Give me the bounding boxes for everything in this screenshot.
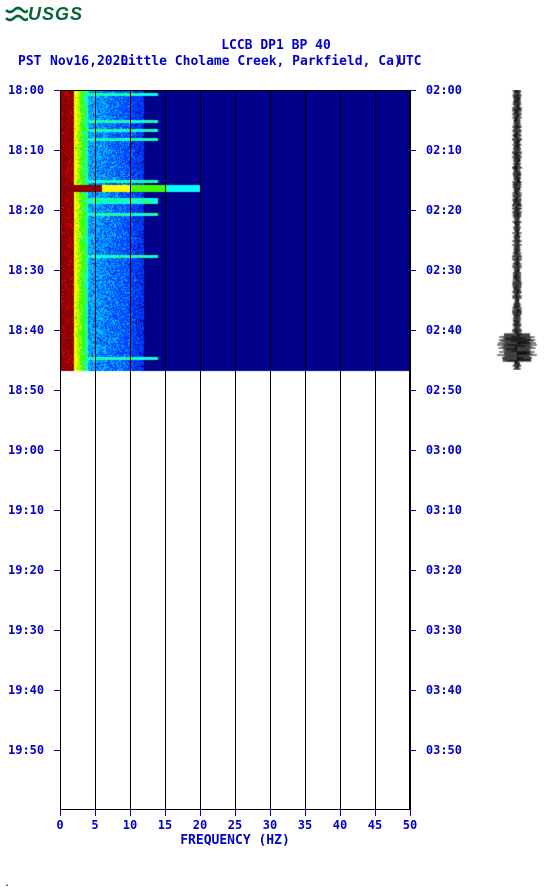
y-tick-label-left: 19:50 <box>8 743 44 757</box>
x-tick-label: 25 <box>228 818 242 832</box>
x-tick <box>375 810 376 816</box>
y-tick-label-right: 02:40 <box>426 323 462 337</box>
y-tick-label-left: 19:20 <box>8 563 44 577</box>
grid-line-v <box>305 90 306 810</box>
y-tick-left <box>54 90 60 91</box>
location-label: Little Cholame Creek, Parkfield, Ca) <box>120 54 402 69</box>
x-tick <box>95 810 96 816</box>
date-label: Nov16,2020 <box>50 54 128 69</box>
y-tick-right <box>410 390 416 391</box>
x-tick <box>270 810 271 816</box>
x-tick-label: 35 <box>298 818 312 832</box>
y-tick-right <box>410 630 416 631</box>
chart-title: LCCB DP1 BP 40 <box>0 38 552 53</box>
y-tick-label-right: 03:10 <box>426 503 462 517</box>
y-tick-label-right: 02:00 <box>426 83 462 97</box>
y-tick-left <box>54 690 60 691</box>
x-tick-label: 10 <box>123 818 137 832</box>
y-tick-label-left: 18:20 <box>8 203 44 217</box>
y-tick-label-left: 18:00 <box>8 83 44 97</box>
grid-line-v <box>95 90 96 810</box>
y-tick-right <box>410 210 416 211</box>
grid-line-v <box>235 90 236 810</box>
y-tick-label-right: 02:30 <box>426 263 462 277</box>
spectrogram-plot: FREQUENCY (HZ) 0510152025303540455018:00… <box>60 90 410 810</box>
x-tick <box>60 810 61 816</box>
x-axis-title: FREQUENCY (HZ) <box>180 833 290 848</box>
grid-line-v <box>270 90 271 810</box>
grid-line-v <box>375 90 376 810</box>
y-tick-left <box>54 570 60 571</box>
x-tick <box>130 810 131 816</box>
y-tick-label-left: 18:40 <box>8 323 44 337</box>
y-tick-right <box>410 570 416 571</box>
y-tick-left <box>54 330 60 331</box>
grid-line-v <box>340 90 341 810</box>
y-tick-label-right: 03:30 <box>426 623 462 637</box>
grid-line-v <box>130 90 131 810</box>
x-tick-label: 0 <box>56 818 63 832</box>
y-tick-left <box>54 510 60 511</box>
y-tick-label-left: 19:10 <box>8 503 44 517</box>
y-tick-right <box>410 150 416 151</box>
x-tick <box>235 810 236 816</box>
x-tick-label: 40 <box>333 818 347 832</box>
y-tick-label-right: 02:10 <box>426 143 462 157</box>
utc-label: UTC <box>398 54 421 69</box>
y-tick-right <box>410 90 416 91</box>
y-tick-left <box>54 210 60 211</box>
y-tick-label-right: 03:00 <box>426 443 462 457</box>
y-tick-label-right: 02:20 <box>426 203 462 217</box>
y-tick-label-right: 03:50 <box>426 743 462 757</box>
y-tick-right <box>410 330 416 331</box>
x-tick <box>200 810 201 816</box>
grid-line-v <box>165 90 166 810</box>
x-tick <box>305 810 306 816</box>
y-tick-right <box>410 750 416 751</box>
usgs-logo: USGS <box>4 4 83 25</box>
x-tick <box>340 810 341 816</box>
y-tick-left <box>54 270 60 271</box>
y-tick-label-left: 19:30 <box>8 623 44 637</box>
y-tick-right <box>410 690 416 691</box>
waveform-strip <box>495 90 539 370</box>
pst-label: PST <box>18 54 41 69</box>
x-tick-label: 50 <box>403 818 417 832</box>
y-tick-right <box>410 270 416 271</box>
y-tick-label-left: 18:30 <box>8 263 44 277</box>
logo-text: USGS <box>28 4 83 24</box>
y-tick-left <box>54 450 60 451</box>
y-tick-label-left: 19:00 <box>8 443 44 457</box>
x-tick <box>165 810 166 816</box>
x-tick-label: 45 <box>368 818 382 832</box>
grid-line-v <box>200 90 201 810</box>
x-tick-label: 5 <box>91 818 98 832</box>
y-tick-right <box>410 450 416 451</box>
footnote: . <box>4 878 10 889</box>
grid-line-v <box>60 90 61 810</box>
y-tick-label-left: 18:10 <box>8 143 44 157</box>
x-tick-label: 15 <box>158 818 172 832</box>
y-tick-left <box>54 630 60 631</box>
x-tick-label: 30 <box>263 818 277 832</box>
y-tick-right <box>410 510 416 511</box>
x-tick <box>410 810 411 816</box>
y-tick-left <box>54 750 60 751</box>
y-tick-left <box>54 390 60 391</box>
y-tick-label-right: 03:20 <box>426 563 462 577</box>
y-tick-label-right: 03:40 <box>426 683 462 697</box>
x-tick-label: 20 <box>193 818 207 832</box>
y-tick-label-left: 19:40 <box>8 683 44 697</box>
y-tick-left <box>54 150 60 151</box>
y-tick-label-left: 18:50 <box>8 383 44 397</box>
y-tick-label-right: 02:50 <box>426 383 462 397</box>
